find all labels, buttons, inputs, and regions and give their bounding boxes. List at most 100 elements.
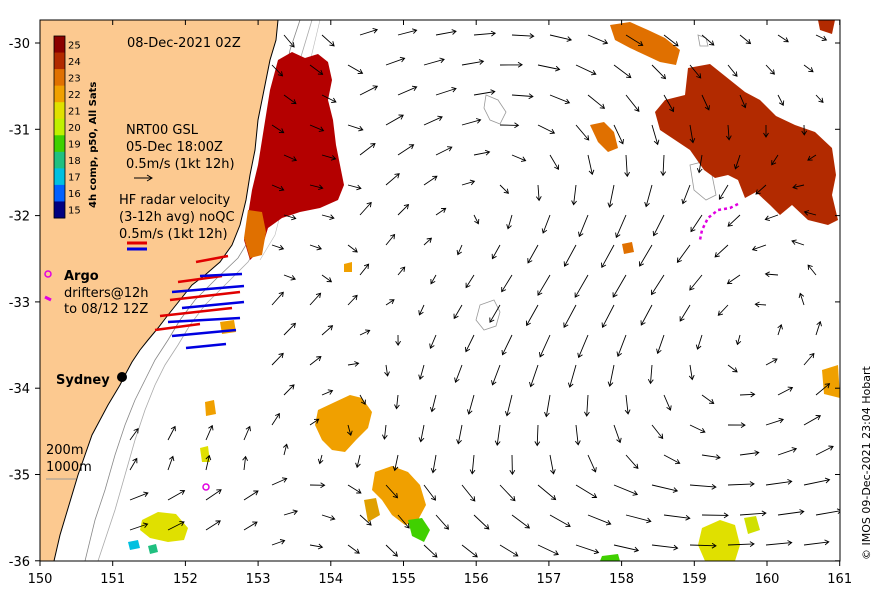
current-vector-arrow — [167, 489, 186, 501]
current-vector-arrow — [491, 364, 501, 386]
current-vector-arrow — [815, 445, 834, 456]
current-vector-arrow — [321, 214, 335, 221]
current-vector-arrow — [385, 114, 404, 126]
current-vector-arrow — [243, 490, 259, 501]
current-vector-arrow — [612, 274, 627, 298]
sst-patch-small-3 — [622, 242, 634, 254]
current-vector-arrow — [359, 394, 366, 406]
current-vector-arrow — [733, 154, 741, 170]
current-vector-arrow — [359, 329, 371, 336]
hf-label-line3: 0.5m/s (1kt 12h) — [119, 227, 228, 242]
sst-patch-warm-core — [244, 52, 344, 260]
colorbar-tick-label: 22 — [68, 90, 81, 101]
current-vector-arrow — [613, 544, 640, 553]
current-vector-arrow — [167, 455, 175, 471]
sst-patch-green-a — [408, 518, 430, 542]
current-vector-arrow — [803, 539, 830, 546]
colorbar-segment — [54, 201, 65, 219]
current-vector-arrow — [397, 266, 406, 276]
current-vector-arrow — [656, 334, 665, 355]
x-tick-label: 151 — [100, 572, 125, 587]
y-tick-label: -33 — [9, 296, 30, 311]
current-vector-arrow — [535, 184, 542, 202]
current-vector-arrow — [575, 64, 597, 76]
current-vector-arrow — [321, 325, 334, 336]
x-tick-label: 156 — [464, 572, 489, 587]
current-vector-arrow — [777, 34, 789, 43]
current-vector-arrow — [803, 415, 822, 426]
current-vector-arrow — [763, 125, 769, 138]
current-vector-arrow — [701, 512, 729, 519]
current-vector-arrow — [701, 394, 715, 404]
colorbar-segment — [54, 184, 65, 202]
current-vector-arrow — [777, 386, 794, 396]
current-vector-arrow — [815, 508, 840, 516]
colorbar-tick-label: 16 — [68, 189, 81, 200]
current-vector-arrow — [537, 64, 561, 72]
current-vector-arrow — [803, 64, 814, 73]
current-vector-arrow — [647, 364, 654, 385]
current-vector-arrow — [803, 210, 817, 216]
current-vector-arrow — [601, 304, 615, 328]
hf-red-vector — [154, 322, 201, 332]
current-vector-arrow — [205, 520, 221, 531]
current-vector-arrow — [571, 184, 577, 206]
nrt-label-line1: NRT00 GSL — [126, 123, 199, 138]
current-vector-arrow — [384, 364, 390, 377]
current-vector-arrow — [689, 124, 696, 144]
current-vector-arrow — [271, 244, 285, 251]
current-vector-arrow — [567, 364, 577, 388]
current-vector-arrow — [584, 394, 590, 417]
x-tick-label: 153 — [246, 572, 271, 587]
current-vector-arrow — [385, 173, 400, 186]
colorbar-title: 4h comp, p50, All Sats — [88, 82, 99, 208]
current-vector-arrow — [537, 544, 559, 556]
current-vector-arrow — [321, 34, 335, 47]
current-vector-arrow — [129, 522, 149, 531]
current-vector-arrow — [205, 424, 214, 441]
current-vector-arrow — [309, 355, 322, 366]
current-vector-arrow — [283, 154, 298, 162]
current-vector-arrow — [575, 124, 590, 141]
hf-red-vector — [169, 290, 241, 302]
current-vector-arrow — [689, 274, 703, 291]
current-vector-arrow — [271, 412, 280, 426]
current-vector-arrow — [663, 514, 691, 521]
sst-patch-central — [315, 395, 372, 452]
colorbar-tick-label: 23 — [68, 73, 81, 84]
current-vector-arrow — [765, 64, 775, 75]
y-tick-label: -34 — [9, 382, 30, 397]
current-vector-arrow — [491, 244, 501, 260]
colorbar-segment — [54, 52, 65, 70]
current-vector-arrow — [243, 521, 258, 531]
current-vector-arrow — [679, 304, 691, 322]
current-vector-arrow — [385, 299, 395, 306]
current-vector-arrow — [397, 28, 418, 36]
current-vector-arrow — [499, 184, 510, 194]
current-vector-arrow — [309, 64, 324, 75]
x-tick-label: 155 — [391, 572, 416, 587]
current-vector-arrow — [751, 244, 767, 252]
current-vector-arrow — [676, 244, 691, 263]
current-vector-arrow — [435, 86, 457, 96]
current-vector-arrow — [283, 384, 295, 396]
current-vector-arrow — [283, 34, 295, 48]
sydney-label: Sydney — [56, 373, 110, 388]
current-vector-arrow — [282, 443, 289, 456]
current-vector-arrow — [347, 184, 362, 191]
current-vector-arrow — [651, 484, 679, 493]
current-vector-arrow — [739, 391, 756, 398]
current-vector-arrow — [283, 214, 297, 221]
current-vector-arrow — [727, 541, 755, 547]
current-vector-arrow — [461, 59, 485, 66]
current-vector-arrow — [309, 184, 324, 191]
colorbar-segment — [54, 168, 65, 186]
current-vector-arrow — [613, 424, 622, 444]
current-vector-arrow — [613, 484, 639, 496]
x-tick-label: 152 — [173, 572, 198, 587]
current-vector-arrow — [461, 544, 478, 558]
current-vector-arrow — [469, 454, 476, 475]
current-vector-arrow — [347, 244, 358, 253]
current-vector-arrow — [271, 291, 284, 306]
